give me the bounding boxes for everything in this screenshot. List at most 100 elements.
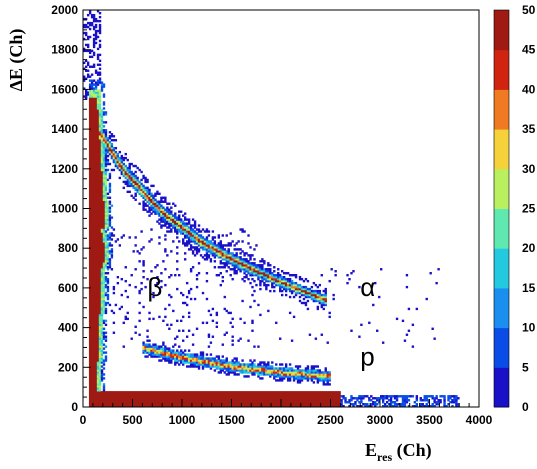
- heatmap-cell: [102, 347, 106, 350]
- heatmap-cell: [255, 270, 258, 273]
- heatmap-cell: [338, 399, 341, 402]
- heatmap-cell: [166, 220, 169, 223]
- heatmap-cell: [120, 305, 123, 309]
- heatmap-cell: [376, 399, 379, 402]
- heatmap-cell: [92, 315, 96, 319]
- heatmap-cell: [435, 401, 438, 404]
- heatmap-cell: [209, 363, 213, 366]
- heatmap-cell: [221, 405, 224, 407]
- heatmap-cell: [126, 180, 129, 184]
- heatmap-cell: [166, 226, 169, 229]
- heatmap-cell: [300, 391, 304, 394]
- heatmap-cell: [366, 405, 369, 407]
- heatmap-cell: [170, 230, 173, 233]
- heatmap-cell: [308, 289, 312, 293]
- heatmap-cell: [247, 254, 250, 257]
- heatmap-cell: [298, 391, 302, 394]
- heatmap-cell: [225, 252, 228, 255]
- heatmap-cell: [114, 156, 118, 160]
- heatmap-cell: [120, 162, 123, 166]
- heatmap-cell: [94, 200, 98, 203]
- heatmap-cell: [207, 244, 211, 247]
- heatmap-cell: [310, 295, 314, 299]
- heatmap-cell: [399, 403, 403, 406]
- heatmap-cell: [90, 246, 94, 249]
- heatmap-cell: [112, 150, 116, 154]
- heatmap-cell: [322, 373, 325, 376]
- heatmap-cell: [263, 361, 266, 364]
- heatmap-cell: [180, 230, 183, 233]
- heatmap-cell: [211, 405, 215, 407]
- heatmap-cell: [122, 162, 125, 166]
- heatmap-cell: [302, 279, 306, 283]
- heatmap-cell: [239, 248, 242, 251]
- heatmap-cell: [98, 399, 102, 402]
- heatmap-cell: [288, 395, 292, 398]
- heatmap-cell: [90, 236, 94, 239]
- heatmap-cell: [158, 347, 161, 350]
- heatmap-cell: [292, 285, 296, 289]
- heatmap-cell: [96, 178, 100, 182]
- heatmap-cell: [318, 393, 321, 396]
- heatmap-cell: [86, 43, 90, 47]
- heatmap-cell: [96, 226, 100, 229]
- heatmap-cell: [217, 274, 221, 277]
- heatmap-cell: [116, 152, 120, 156]
- heatmap-cell: [166, 353, 169, 356]
- heatmap-cell: [195, 274, 199, 277]
- heatmap-cell: [174, 224, 177, 227]
- heatmap-cell: [88, 172, 92, 176]
- heatmap-cell: [134, 170, 137, 174]
- heatmap-cell: [98, 103, 102, 106]
- heatmap-cell: [211, 307, 215, 311]
- heatmap-cell: [183, 234, 187, 237]
- heatmap-cell: [152, 198, 155, 201]
- heatmap-cell: [118, 158, 122, 162]
- heatmap-cell: [314, 283, 318, 287]
- heatmap-cell: [146, 180, 149, 184]
- heatmap-cell: [106, 226, 110, 229]
- heatmap-cell: [90, 109, 94, 112]
- heatmap-cell: [199, 359, 203, 362]
- heatmap-cell: [435, 403, 438, 406]
- heatmap-cell: [437, 401, 440, 404]
- heatmap-cell: [423, 397, 426, 400]
- heatmap-cell: [296, 403, 300, 406]
- heatmap-cell: [88, 113, 92, 116]
- heatmap-cell: [322, 301, 325, 305]
- heatmap-cell: [88, 79, 92, 82]
- heatmap-cell: [88, 399, 92, 402]
- heatmap-cell: [183, 252, 187, 255]
- heatmap-cell: [215, 313, 219, 317]
- heatmap-cell: [88, 127, 92, 130]
- heatmap-cell: [213, 399, 217, 402]
- heatmap-cell: [120, 154, 123, 158]
- heatmap-cell: [229, 391, 232, 394]
- heatmap-cell: [281, 379, 284, 382]
- heatmap-cell: [251, 270, 254, 273]
- colorbar-tick-label: 50: [522, 3, 536, 17]
- heatmap-cell: [156, 353, 159, 356]
- heatmap-cell: [88, 403, 92, 406]
- colorbar-segment: [494, 168, 509, 209]
- heatmap-cell: [168, 210, 171, 213]
- heatmap-cell: [98, 184, 102, 188]
- heatmap-cell: [160, 224, 163, 227]
- heatmap-cell: [205, 395, 209, 398]
- heatmap-cell: [92, 240, 96, 243]
- heatmap-cell: [243, 365, 246, 368]
- heatmap-cell: [288, 377, 292, 380]
- heatmap-cell: [182, 357, 185, 360]
- heatmap-cell: [183, 353, 187, 356]
- heatmap-cell: [110, 399, 114, 402]
- heatmap-cell: [338, 401, 341, 404]
- heatmap-cell: [405, 397, 409, 400]
- heatmap-cell: [164, 238, 167, 241]
- heatmap-cell: [292, 287, 296, 291]
- heatmap-cell: [98, 337, 102, 340]
- heatmap-cell: [102, 387, 106, 390]
- heatmap-cell: [152, 295, 155, 299]
- heatmap-cell: [229, 403, 232, 406]
- heatmap-cell: [104, 335, 108, 338]
- heatmap-cell: [187, 222, 191, 225]
